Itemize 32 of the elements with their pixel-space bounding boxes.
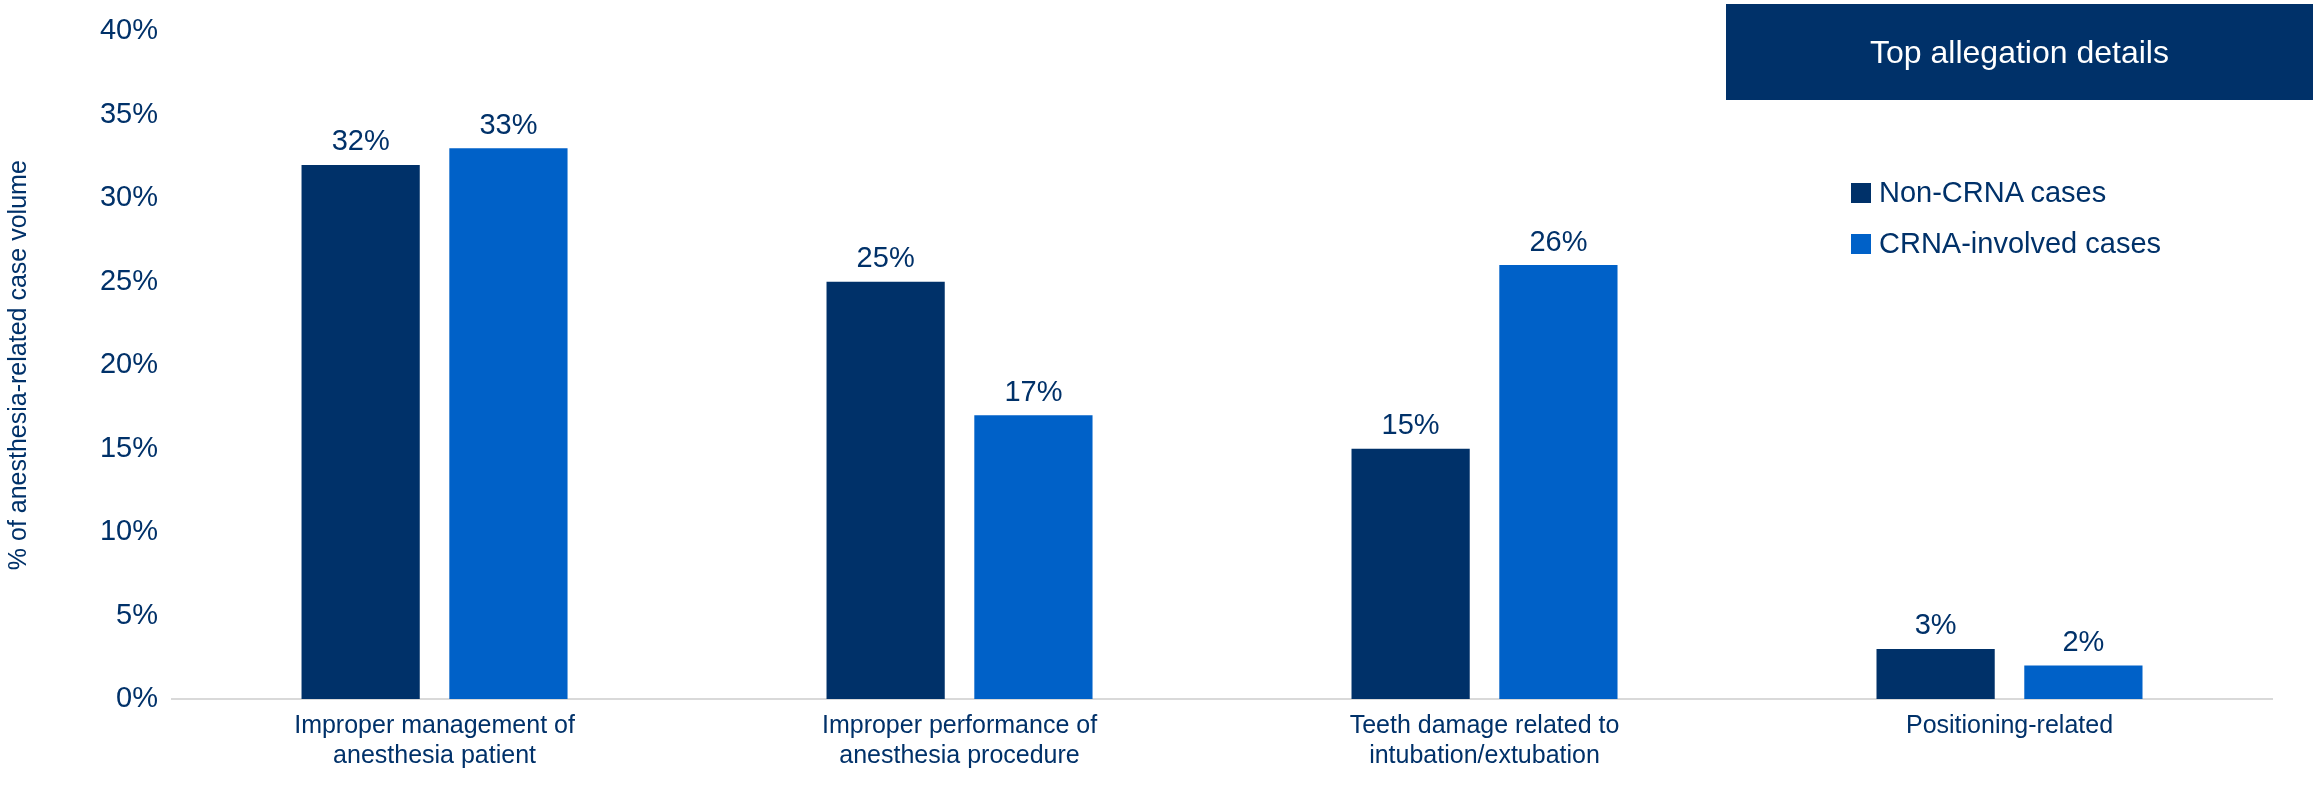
data-label: 2% <box>2062 625 2105 658</box>
data-label: 33% <box>479 107 538 140</box>
y-tick-label: 20% <box>100 347 159 380</box>
bar <box>1876 648 1995 699</box>
x-tick-label: Teeth damage related to intubation/extubation <box>1349 709 1620 768</box>
y-tick-label: 40% <box>100 13 159 46</box>
bar <box>974 415 1093 699</box>
data-label: 15% <box>1381 408 1440 441</box>
bar <box>1351 448 1470 699</box>
y-tick-label: 5% <box>116 597 159 630</box>
x-tick-label: Positioning-related <box>1905 709 2114 738</box>
legend-label: CRNA-involved cases <box>1879 227 2162 260</box>
bar <box>301 164 420 699</box>
y-tick-label: 15% <box>100 430 159 463</box>
data-label: 32% <box>331 124 390 157</box>
x-tick-label: Improper management of anesthesia patient <box>294 709 575 768</box>
x-tick-label: Improper performance of anesthesia procedure <box>821 709 1098 768</box>
data-label: 17% <box>1004 374 1063 407</box>
y-axis-title: % of anesthesia-related case volume <box>2 160 31 571</box>
bar <box>826 281 945 699</box>
data-label: 25% <box>856 241 915 274</box>
y-tick-label: 25% <box>100 263 159 296</box>
bar <box>449 148 568 699</box>
y-tick-label: 0% <box>116 681 159 713</box>
y-tick-label: 10% <box>100 514 159 547</box>
bar <box>1499 265 1618 699</box>
y-tick-label: 35% <box>100 96 159 129</box>
y-tick-label: 30% <box>100 180 159 213</box>
legend-label: Non-CRNA cases <box>1879 176 2107 209</box>
bar <box>2024 665 2143 699</box>
data-label: 3% <box>1914 608 1957 641</box>
data-label: 26% <box>1529 224 1588 257</box>
